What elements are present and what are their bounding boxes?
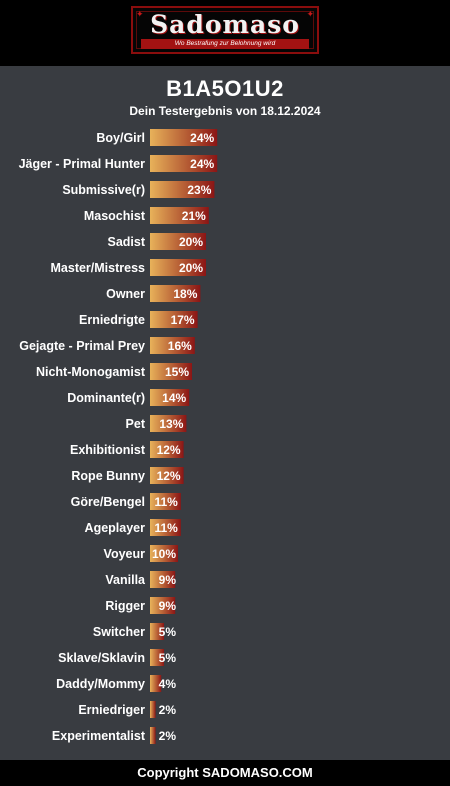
result-title: B1A5O1U2 [166,76,284,101]
category-label: Pet [126,417,146,431]
category-label: Sadist [107,235,145,249]
bar [150,285,201,302]
site-logo[interactable]: ✦ ✦ Sadomaso Wo Bestrafung zur Belohnung… [131,6,319,54]
bar [150,155,218,172]
bar-value-label: 13% [159,417,183,431]
bar [150,623,164,640]
category-label: Switcher [93,625,145,639]
bar-value-label: 15% [165,365,189,379]
bar-value-label: 11% [154,495,178,509]
logo-tagline: Wo Bestrafung zur Belohnung wird [141,39,309,49]
ornament-icon: ✦ [306,9,314,19]
bar-value-label: 2% [159,729,177,743]
category-label: Submissive(r) [62,183,145,197]
category-label: Owner [106,287,145,301]
bar [150,363,192,380]
result-subtitle: Dein Testergebnis von 18.12.2024 [129,104,321,118]
ornament-icon: ✦ [136,9,144,19]
bar-value-label: 18% [173,287,197,301]
category-label: Voyeur [104,547,146,561]
bar-value-label: 12% [157,469,181,483]
category-label: Master/Mistress [51,261,146,275]
category-label: Rigger [105,599,145,613]
bar-value-label: 23% [187,183,211,197]
bar [150,493,181,510]
bar-value-label: 21% [182,209,206,223]
logo-wordmark: Sadomaso [150,10,300,39]
bar-value-label: 24% [190,131,214,145]
bar [150,415,187,432]
bar-value-label: 9% [159,599,177,613]
category-label: Göre/Bengel [71,495,145,509]
category-label: Nicht-Monogamist [36,365,146,379]
bar [150,675,162,692]
bar [150,389,190,406]
bar [150,701,156,718]
bar [150,233,206,250]
bar-value-label: 17% [171,313,195,327]
category-label: Erniedrigte [79,313,145,327]
results-bar-chart: Boy/Girl 24% Jäger - Primal Hunter 24% Submi… [19,129,218,744]
bar [150,311,198,328]
bar-value-label: 20% [179,235,203,249]
bar-value-label: 12% [157,443,181,457]
category-label: Ageplayer [85,521,146,535]
bar [150,519,181,536]
bar [150,467,184,484]
category-label: Vanilla [105,573,146,587]
bar [150,545,178,562]
bar-value-label: 5% [159,625,177,639]
category-label: Experimentalist [52,729,146,743]
bar-value-label: 2% [159,703,177,717]
bar [150,207,209,224]
bar [150,181,215,198]
category-label: Dominante(r) [67,391,145,405]
category-label: Masochist [84,209,146,223]
bar [150,571,176,588]
bar-value-label: 20% [179,261,203,275]
bar-value-label: 16% [168,339,192,353]
bar [150,259,206,276]
category-label: Jäger - Primal Hunter [19,157,146,171]
bar-value-label: 9% [159,573,177,587]
bar [150,727,156,744]
category-label: Daddy/Mommy [56,677,145,691]
site-footer: Copyright SADOMASO.COM [0,760,450,786]
bar-value-label: 11% [154,521,178,535]
bar [150,441,184,458]
bar [150,597,176,614]
category-label: Rope Bunny [71,469,145,483]
site-header: ✦ ✦ Sadomaso Wo Bestrafung zur Belohnung… [0,0,450,66]
bar-value-label: 24% [190,157,214,171]
bar [150,337,195,354]
category-label: Boy/Girl [96,131,145,145]
category-label: Sklave/Sklavin [58,651,145,665]
copyright-text[interactable]: Copyright SADOMASO.COM [137,765,313,780]
bar-value-label: 10% [152,547,176,561]
bar [150,649,164,666]
bar [150,129,218,146]
bar-value-label: 14% [162,391,186,405]
bar-value-label: 5% [159,651,177,665]
category-label: Gejagte - Primal Prey [19,339,145,353]
bar-value-label: 4% [159,677,177,691]
category-label: Erniedriger [78,703,145,717]
category-label: Exhibitionist [70,443,146,457]
